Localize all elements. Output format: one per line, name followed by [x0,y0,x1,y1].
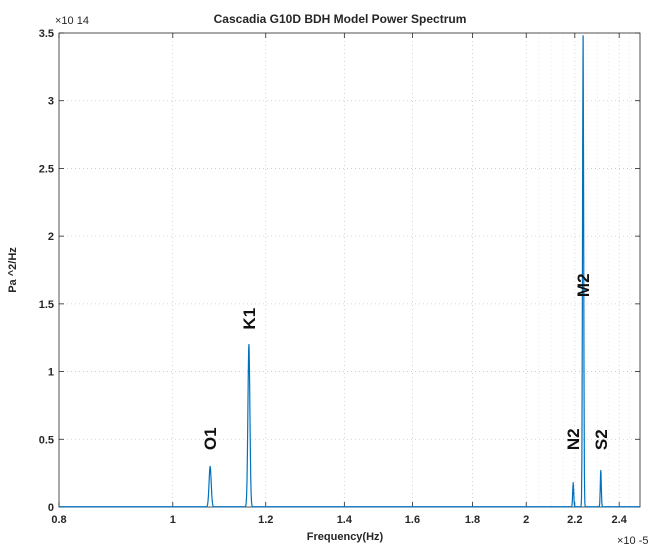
peak-label-s2: S2 [592,429,611,450]
chart-title: Cascadia G10D BDH Model Power Spectrum [214,12,467,26]
x-tick-label: 1 [170,514,176,526]
y-tick-label: 0 [48,502,54,514]
grid [59,33,641,507]
x-axis: 0.8 1 1.2 1.4 1.6 1.8 2 2.2 2.4 [51,33,628,526]
x-tick-label: 1.8 [465,514,480,526]
x-tick-label: 0.8 [51,514,66,526]
peak-label-k1: K1 [240,308,259,330]
peak-label-o1: O1 [201,427,220,450]
y-axis-label: Pa ^2/Hz [7,247,19,293]
y-tick-label: 0.5 [39,434,54,446]
x-axis-exponent: ×10 -5 [617,535,649,547]
y-tick-label: 3.5 [39,28,54,40]
x-tick-label: 2.2 [567,514,582,526]
plot-area-frame [58,32,641,508]
y-tick-label: 2 [48,231,54,243]
peak-label-n2: N2 [564,428,583,450]
y-axis: 0 0.5 1 1.5 2 2.5 3 3.5 [39,28,640,514]
y-tick-label: 2.5 [39,163,54,175]
y-axis-exponent: ×10 14 [55,15,89,27]
x-tick-label: 2 [523,514,529,526]
y-tick-label: 1.5 [39,299,54,311]
x-axis-label: Frequency(Hz) [307,531,384,543]
x-tick-label: 1.6 [405,514,420,526]
peak-label-m2: M2 [574,273,593,297]
x-tick-label: 1.2 [258,514,273,526]
y-tick-label: 1 [48,367,54,379]
y-tick-label: 3 [48,96,54,108]
spectrum-series-line [58,35,641,508]
x-tick-label: 1.4 [337,514,353,526]
peak-annotations: O1 K1 N2 M2 S2 [201,273,611,450]
x-tick-label: 2.4 [612,514,628,526]
